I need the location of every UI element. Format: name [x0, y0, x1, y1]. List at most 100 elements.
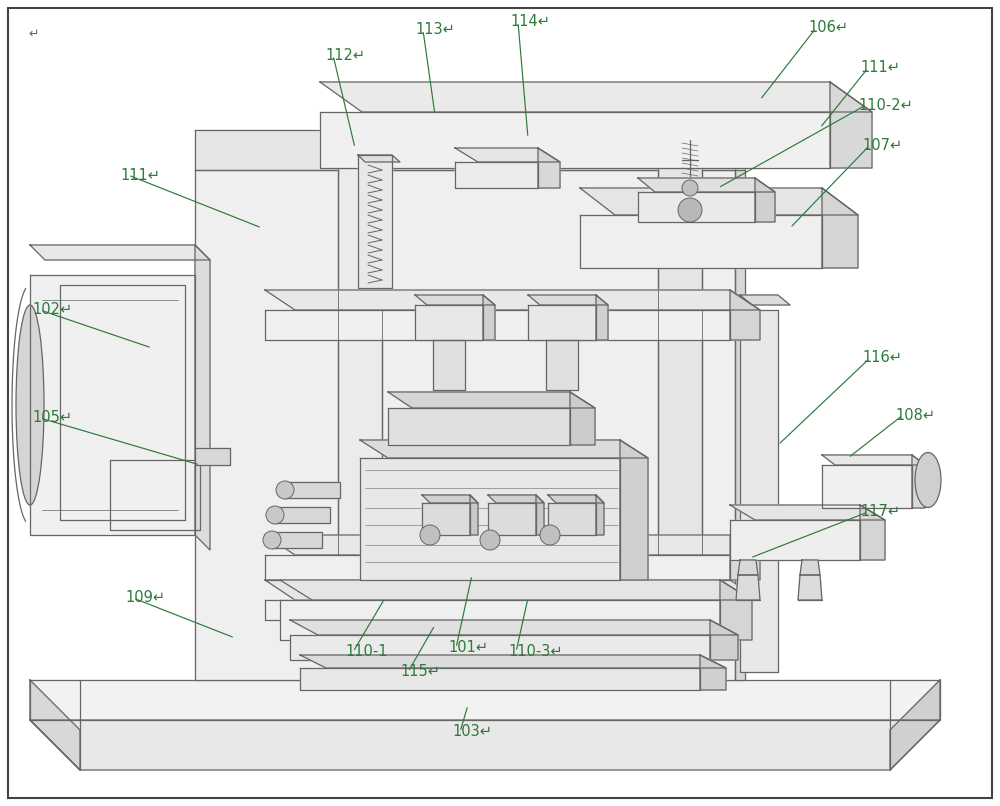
Polygon shape — [528, 295, 608, 305]
Ellipse shape — [16, 305, 44, 505]
Text: 117↵: 117↵ — [860, 505, 900, 520]
Polygon shape — [596, 295, 608, 340]
Polygon shape — [30, 720, 940, 770]
Text: 105↵: 105↵ — [32, 410, 72, 426]
Polygon shape — [755, 178, 775, 222]
Polygon shape — [720, 580, 752, 640]
Polygon shape — [265, 600, 730, 620]
Text: 116↵: 116↵ — [862, 351, 902, 365]
Polygon shape — [275, 507, 330, 523]
Polygon shape — [320, 82, 872, 112]
Polygon shape — [388, 408, 570, 445]
Polygon shape — [195, 448, 230, 465]
Polygon shape — [638, 192, 755, 222]
Polygon shape — [110, 460, 200, 530]
Polygon shape — [830, 82, 872, 168]
Polygon shape — [285, 482, 340, 498]
Polygon shape — [620, 440, 648, 580]
Polygon shape — [195, 245, 210, 550]
Polygon shape — [415, 295, 495, 305]
Text: 107↵: 107↵ — [862, 138, 902, 152]
Polygon shape — [488, 503, 536, 535]
Polygon shape — [265, 310, 730, 340]
Text: 110-2↵: 110-2↵ — [858, 98, 913, 113]
Polygon shape — [290, 635, 710, 660]
Text: 112↵: 112↵ — [325, 48, 365, 63]
Polygon shape — [455, 148, 560, 162]
Polygon shape — [488, 495, 544, 503]
Polygon shape — [735, 130, 745, 680]
Polygon shape — [422, 503, 470, 535]
Polygon shape — [470, 495, 478, 535]
Polygon shape — [528, 305, 596, 340]
Polygon shape — [536, 495, 544, 535]
Polygon shape — [360, 458, 620, 580]
Polygon shape — [710, 620, 738, 660]
Polygon shape — [538, 148, 560, 188]
Polygon shape — [265, 535, 760, 555]
Text: 109↵: 109↵ — [125, 591, 165, 605]
Polygon shape — [580, 188, 858, 215]
Text: 108↵: 108↵ — [895, 408, 935, 422]
Polygon shape — [195, 130, 745, 170]
Polygon shape — [800, 560, 820, 575]
Polygon shape — [272, 532, 322, 548]
Polygon shape — [580, 215, 822, 268]
Polygon shape — [736, 575, 760, 600]
Text: 111↵: 111↵ — [860, 60, 900, 76]
Polygon shape — [300, 655, 726, 668]
Polygon shape — [360, 440, 648, 458]
Polygon shape — [433, 340, 465, 390]
Circle shape — [266, 506, 284, 524]
Text: 110-3↵: 110-3↵ — [508, 645, 563, 659]
Polygon shape — [546, 340, 578, 390]
Text: 110-1: 110-1 — [345, 645, 388, 659]
Polygon shape — [860, 505, 885, 560]
Polygon shape — [548, 503, 596, 535]
Circle shape — [480, 530, 500, 550]
Text: 106↵: 106↵ — [808, 20, 848, 35]
Text: 113↵: 113↵ — [415, 23, 455, 38]
Polygon shape — [730, 505, 885, 520]
Polygon shape — [388, 392, 595, 408]
Polygon shape — [30, 245, 210, 260]
Polygon shape — [912, 455, 925, 508]
Circle shape — [276, 481, 294, 499]
Polygon shape — [700, 655, 726, 690]
Polygon shape — [30, 680, 940, 720]
Polygon shape — [798, 575, 822, 600]
Polygon shape — [280, 580, 752, 600]
Polygon shape — [415, 305, 483, 340]
Text: 102↵: 102↵ — [32, 302, 72, 318]
Polygon shape — [730, 290, 760, 340]
Polygon shape — [570, 392, 595, 445]
Polygon shape — [658, 155, 714, 162]
Text: ↵: ↵ — [28, 28, 38, 41]
Polygon shape — [822, 188, 858, 268]
Polygon shape — [740, 310, 778, 672]
Polygon shape — [890, 680, 940, 770]
Polygon shape — [658, 168, 702, 672]
Polygon shape — [730, 535, 760, 580]
Polygon shape — [822, 465, 912, 508]
Polygon shape — [822, 455, 925, 465]
Polygon shape — [30, 680, 80, 770]
Polygon shape — [30, 275, 195, 535]
Text: 114↵: 114↵ — [510, 15, 550, 30]
Circle shape — [678, 198, 702, 222]
Circle shape — [540, 525, 560, 545]
Polygon shape — [548, 495, 604, 503]
Text: 103↵: 103↵ — [452, 725, 492, 739]
Polygon shape — [265, 555, 730, 580]
Circle shape — [420, 525, 440, 545]
Circle shape — [263, 531, 281, 549]
Polygon shape — [738, 560, 758, 575]
Polygon shape — [638, 178, 775, 192]
Polygon shape — [195, 170, 735, 680]
Text: 111↵: 111↵ — [120, 168, 160, 182]
Polygon shape — [338, 155, 392, 162]
Polygon shape — [320, 112, 830, 168]
Ellipse shape — [915, 452, 941, 508]
Polygon shape — [455, 162, 538, 188]
Polygon shape — [300, 668, 700, 690]
